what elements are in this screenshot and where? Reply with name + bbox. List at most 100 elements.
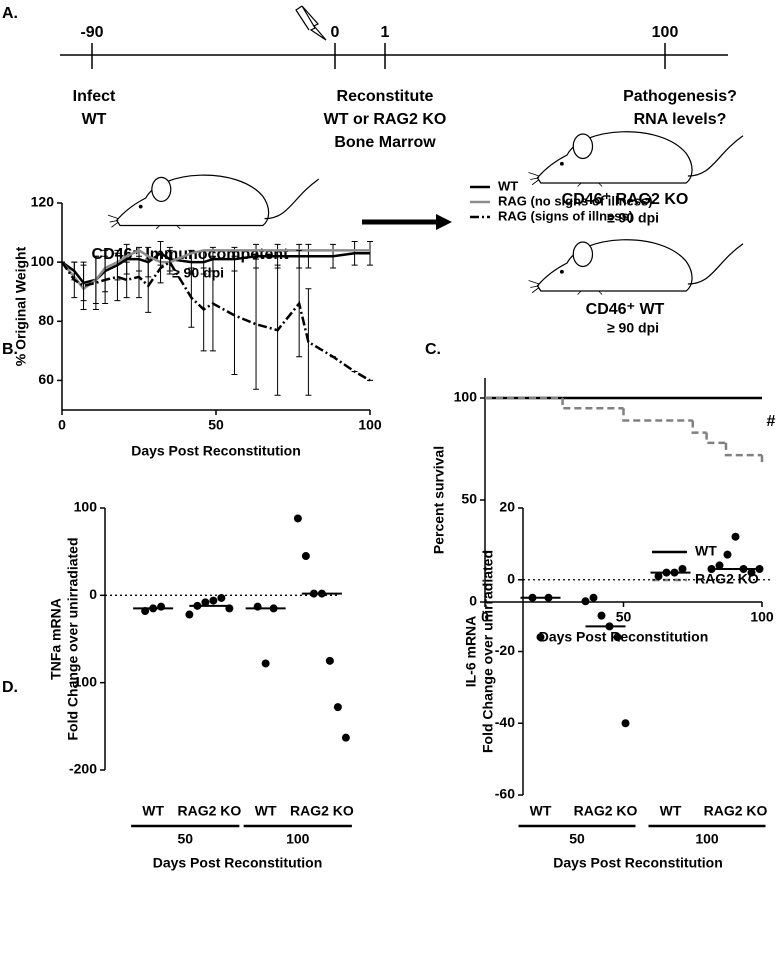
survival-step	[561, 398, 624, 410]
data-point	[747, 568, 756, 577]
event-label: Infect	[73, 88, 116, 105]
timeline-label: 0	[331, 24, 340, 41]
data-point	[217, 593, 226, 602]
y-tick-label: -100	[69, 673, 97, 689]
legend-label: WT	[695, 543, 717, 559]
y-tick-label: -20	[495, 642, 515, 658]
category-label: WT	[660, 803, 682, 819]
x-axis-title: Days Post Reconstitution	[131, 443, 301, 459]
series-line	[61, 248, 370, 291]
x-axis-title: Days Post Reconstitution	[553, 855, 723, 871]
survival-step	[705, 432, 726, 445]
data-point	[301, 552, 310, 561]
event-label: Pathogenesis?	[623, 88, 737, 105]
dpi-label: ≥ 90 dpi	[172, 265, 224, 281]
panel-a-drawing	[60, 5, 744, 296]
y-axis-title: TNFa mRNA	[48, 598, 64, 680]
category-label: RAG2 KO	[574, 803, 638, 819]
y-axis-title: IL-6 mRNA	[463, 616, 479, 688]
data-point	[581, 597, 590, 606]
data-point	[707, 564, 716, 573]
survival-step	[724, 442, 762, 457]
x-tick-label: 0	[481, 609, 489, 625]
data-point	[209, 596, 218, 605]
x-tick-label: 50	[208, 417, 224, 433]
legend-label: RAG (signs of illness)	[498, 208, 633, 223]
x-tick-label: 50	[616, 609, 632, 625]
data-point	[536, 633, 545, 642]
y-tick-label: -200	[69, 761, 97, 777]
data-point	[678, 564, 687, 573]
y-tick-label: -40	[495, 714, 515, 730]
y-tick-label: 120	[31, 194, 55, 210]
x-axis-title: Days Post Reconstitution	[153, 855, 323, 871]
y-axis-title: % Original Weight	[13, 246, 29, 366]
event-label: Reconstitute	[337, 88, 434, 105]
y-axis-title: Fold Change over unirradiated	[480, 550, 496, 753]
y-axis-title: Percent survival	[431, 446, 447, 554]
category-label: WT	[255, 803, 277, 819]
error-bar	[114, 252, 121, 302]
data-point	[325, 656, 334, 665]
mouse-label: CD46⁺ RAG2 KO	[562, 191, 689, 208]
category-label: WT	[530, 803, 552, 819]
data-point	[201, 598, 210, 607]
error-bar	[80, 261, 87, 310]
legend-label: RAG (no signs of illness)	[498, 193, 653, 208]
survival-step	[691, 420, 707, 434]
panel-label: B.	[2, 341, 18, 358]
data-point	[253, 602, 262, 611]
y-tick-label: 20	[499, 499, 515, 515]
error-bar	[166, 249, 173, 275]
data-point	[755, 564, 764, 573]
panel-label: C.	[425, 341, 441, 358]
data-point	[261, 659, 270, 668]
timeline-label: 1	[381, 24, 390, 41]
x-tick-label: 100	[358, 417, 382, 433]
data-point	[715, 561, 724, 570]
data-point	[723, 550, 732, 559]
annotation: #	[767, 413, 776, 430]
y-axis-title: Fold Change over unirradiated	[65, 537, 81, 740]
y-tick-label: 0	[89, 586, 97, 602]
x-tick-label: 0	[58, 417, 66, 433]
category-label: WT	[142, 803, 164, 819]
data-point	[731, 532, 740, 541]
timeline-label: 100	[652, 24, 679, 41]
panel-label: D.	[2, 679, 18, 696]
data-point	[333, 703, 342, 712]
event-label: WT	[82, 111, 107, 128]
data-point	[341, 733, 350, 742]
legend-label: WT	[498, 178, 518, 193]
data-point	[613, 633, 622, 642]
y-tick-label: 0	[507, 570, 515, 586]
data-point	[621, 719, 630, 728]
data-point	[654, 572, 663, 581]
event-label: WT or RAG2 KO	[324, 111, 447, 128]
y-tick-label: 100	[74, 499, 98, 515]
timeline-label: -90	[80, 24, 103, 41]
y-tick-label: 60	[38, 371, 54, 387]
dpi-label: ≥ 90 dpi	[607, 320, 659, 336]
data-point	[293, 514, 302, 523]
category-label: RAG2 KO	[704, 803, 768, 819]
error-bar	[253, 258, 260, 390]
data-point	[589, 593, 598, 602]
category-label: RAG2 KO	[177, 803, 241, 819]
event-label: RNA levels?	[634, 111, 727, 128]
error-bar	[123, 261, 130, 299]
x-tick-label: 100	[750, 609, 774, 625]
category-label: RAG2 KO	[290, 803, 354, 819]
mouse-label: CD46⁺ WT	[586, 301, 665, 318]
group-label: 100	[695, 831, 719, 847]
y-tick-label: 100	[454, 389, 478, 405]
dpi-label: ≥ 90 dpi	[607, 210, 659, 226]
event-label: Bone Marrow	[334, 134, 436, 151]
group-label: 50	[569, 831, 585, 847]
data-point	[597, 611, 606, 620]
data-point	[157, 602, 166, 611]
group-label: 50	[177, 831, 193, 847]
survival-step	[622, 408, 693, 422]
x-axis-title: Days Post Reconstitution	[539, 629, 709, 645]
